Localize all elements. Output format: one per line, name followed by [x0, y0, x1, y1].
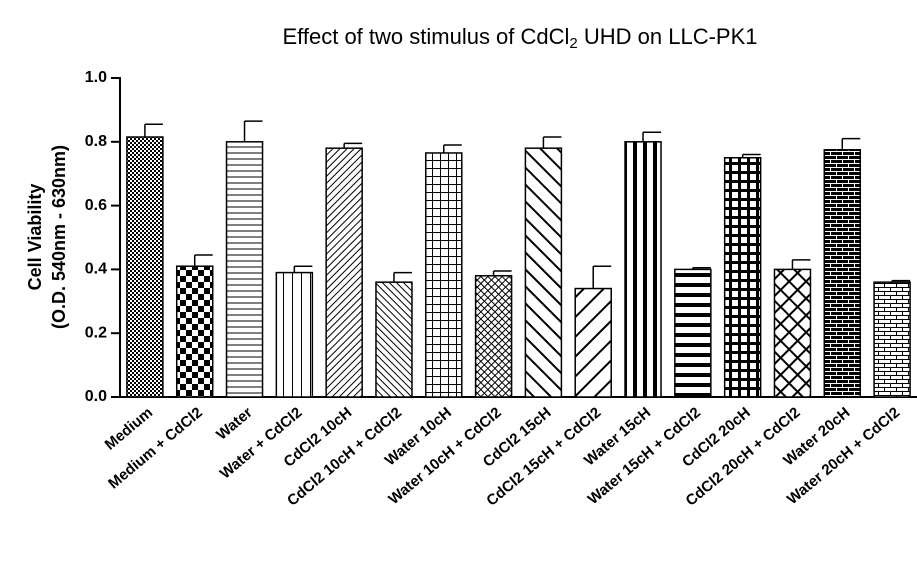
- bar: [723, 157, 762, 398]
- bar: [674, 268, 712, 398]
- bar: [275, 271, 314, 398]
- bar: [474, 275, 513, 398]
- y-tick-label: 0.2: [85, 324, 107, 341]
- bar: [375, 281, 413, 398]
- bar: [823, 149, 862, 398]
- bar: [624, 141, 662, 398]
- bar: [175, 265, 214, 398]
- y-label-line: (O.D. 540nm - 630nm): [49, 145, 69, 329]
- y-tick-label: 0.6: [85, 197, 107, 214]
- title-subscript: 2: [569, 35, 577, 52]
- y-tick-label: 0.4: [85, 261, 107, 278]
- title-text: UHD on LLC-PK1: [578, 24, 758, 49]
- y-tick-label: 1.0: [85, 69, 107, 86]
- y-label-line: Cell Viability: [25, 184, 45, 291]
- bar: [225, 141, 264, 398]
- x-tick-label: Water: [213, 404, 256, 444]
- y-tick-label: 0.0: [85, 388, 107, 405]
- bar: [126, 136, 164, 398]
- bar: [873, 281, 911, 398]
- bar: [425, 152, 463, 398]
- bar: [325, 147, 363, 398]
- chart-title: Effect of two stimulus of CdCl2 UHD on L…: [282, 24, 757, 52]
- y-axis-label: Cell Viability (O.D. 540nm - 630nm): [25, 145, 69, 329]
- y-tick-label: 0.8: [85, 133, 107, 150]
- bar: [773, 268, 812, 398]
- title-text: Effect of two stimulus of CdCl: [282, 24, 569, 49]
- bar: [574, 287, 612, 398]
- bar: [524, 147, 563, 398]
